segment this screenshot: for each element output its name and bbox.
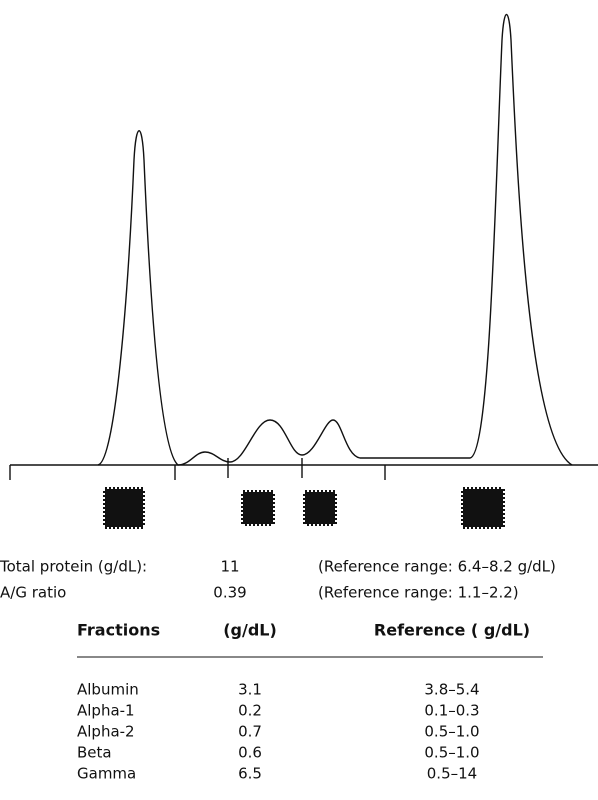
table-header: Fractions bbox=[77, 621, 160, 640]
table-cell: 0.2 bbox=[238, 702, 262, 720]
summary-reference: (Reference range: 1.1–2.2) bbox=[318, 584, 519, 602]
table-cell: 0.6 bbox=[238, 744, 262, 762]
table-cell: 0.7 bbox=[238, 723, 262, 741]
summary-value: 0.39 bbox=[213, 584, 246, 602]
gel-band bbox=[241, 490, 275, 526]
table-cell: Alpha-2 bbox=[77, 723, 135, 741]
table-cell: 3.8–5.4 bbox=[424, 681, 479, 699]
gel-band bbox=[103, 487, 145, 529]
summary-label: Total protein (g/dL): bbox=[0, 558, 147, 576]
table-cell: Alpha-1 bbox=[77, 702, 135, 720]
table-cell: Gamma bbox=[77, 765, 136, 783]
table-cell: 0.5–1.0 bbox=[424, 723, 479, 741]
table-cell: 0.1–0.3 bbox=[424, 702, 479, 720]
table-cell: 0.5–14 bbox=[427, 765, 477, 783]
table-header: Reference ( g/dL) bbox=[374, 621, 530, 640]
summary-label: A/G ratio bbox=[0, 584, 66, 602]
table-cell: Albumin bbox=[77, 681, 139, 699]
table-header: (g/dL) bbox=[223, 621, 277, 640]
table-cell: 3.1 bbox=[238, 681, 262, 699]
table-cell: 0.5–1.0 bbox=[424, 744, 479, 762]
gel-band bbox=[461, 487, 505, 529]
gel-bands bbox=[103, 487, 505, 529]
gel-band bbox=[303, 490, 337, 526]
table-cell: Beta bbox=[77, 744, 112, 762]
trace-curve bbox=[97, 14, 573, 466]
densitometry-trace bbox=[9, 14, 598, 480]
summary-value: 11 bbox=[220, 558, 239, 576]
table-cell: 6.5 bbox=[238, 765, 262, 783]
summary-reference: (Reference range: 6.4–8.2 g/dL) bbox=[318, 558, 556, 576]
